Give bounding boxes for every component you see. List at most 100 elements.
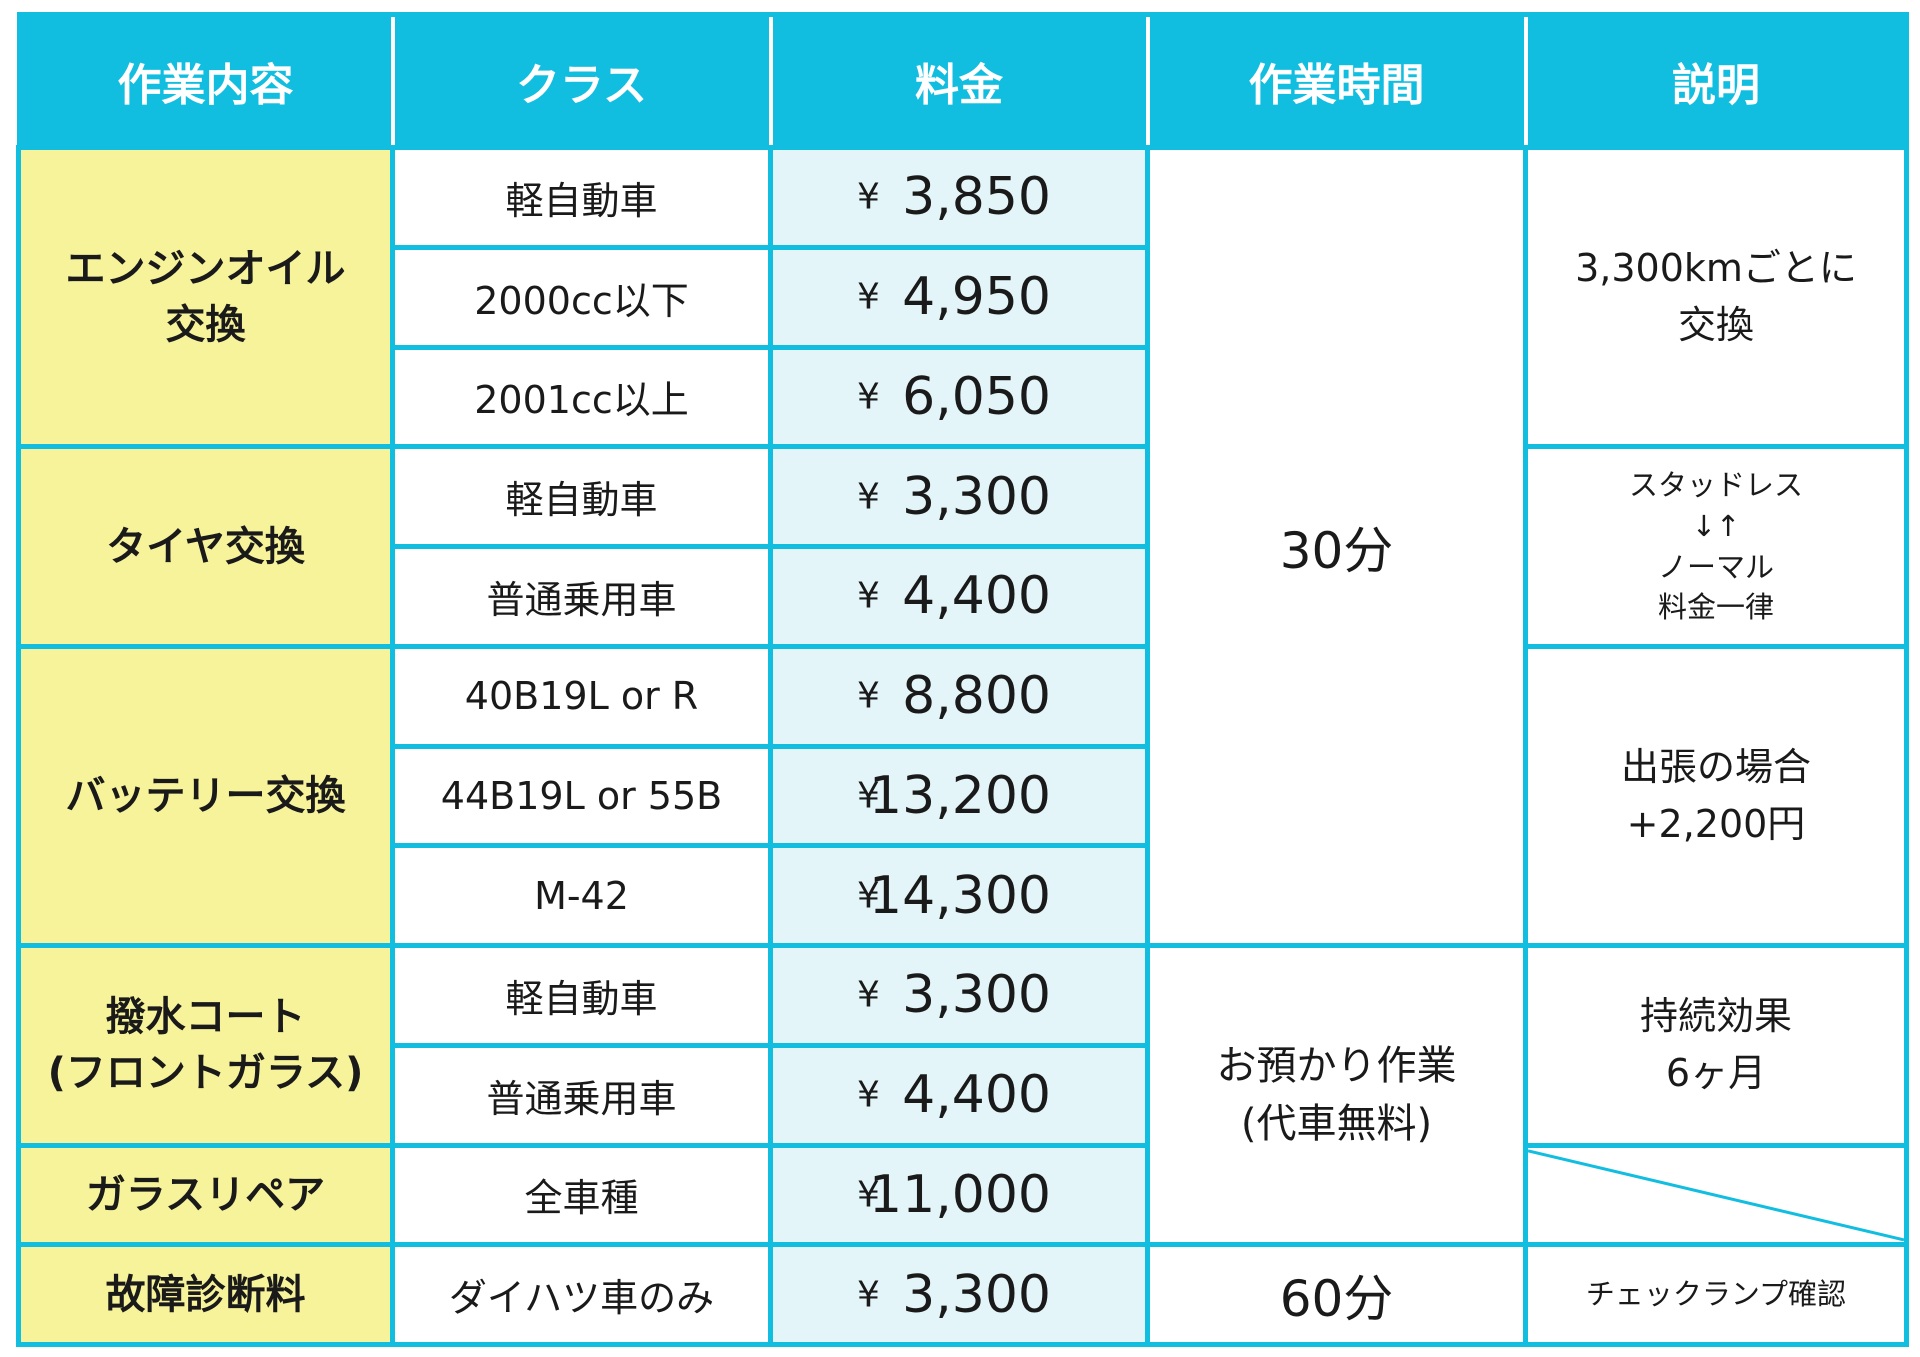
class-cell: 44B19L or 55B xyxy=(390,743,773,849)
work-engine-oil: エンジンオイル 交換 xyxy=(16,144,395,450)
yen-sign: ¥ xyxy=(857,575,880,617)
work-label-line: 撥水コート xyxy=(105,994,306,1041)
price-amount: 13,200 xyxy=(869,765,1051,826)
yen-sign: ¥ xyxy=(857,1074,880,1116)
work-label-line: 交換 xyxy=(165,302,246,349)
price-table: 作業内容 クラス 料金 作業時間 説明 エンジンオイル 交換 軽自動車 ¥ 3,… xyxy=(16,12,1909,1347)
yen-sign: ¥ xyxy=(857,1174,880,1216)
header-time: 作業時間 xyxy=(1145,12,1528,150)
work-label-line: (フロントガラス) xyxy=(47,1050,364,1097)
table-row: 普通乗用車 ¥ 4,400 xyxy=(19,1042,1907,1148)
time-60min: 60分 xyxy=(1145,1242,1528,1347)
header-price: 料金 xyxy=(768,12,1150,150)
desc-diagnosis: チェックランプ確認 xyxy=(1523,1242,1909,1347)
price-cell: ¥ 6,050 xyxy=(768,344,1150,450)
work-label-line: エンジンオイル xyxy=(65,246,346,293)
desc-tire: スタッドレス ↓↑ ノーマル 料金一律 xyxy=(1523,444,1909,649)
table-row: 撥水コート (フロントガラス) 軽自動車 ¥ 3,300 お預かり作業 (代車無… xyxy=(16,942,1909,1248)
desc-line: ↓↑ xyxy=(1691,508,1741,543)
class-cell: ダイハツ車のみ xyxy=(390,1242,773,1347)
class-cell: 2000cc以下 xyxy=(390,244,773,350)
price-cell: ¥ 3,300 xyxy=(768,444,1150,549)
price-cell: ¥ 4,950 xyxy=(768,244,1150,350)
yen-sign: ¥ xyxy=(857,974,880,1016)
table-row: 2001cc以上 ¥ 6,050 xyxy=(19,344,1907,450)
table-row: タイヤ交換 軽自動車 ¥ 3,300 スタッドレス ↓↑ ノーマル 料金一律 xyxy=(16,444,1909,649)
price-cell: ¥ 4,400 xyxy=(768,544,1150,649)
price-cell: ¥ 3,300 xyxy=(768,1242,1150,1347)
price-amount: 4,400 xyxy=(902,566,1051,627)
price-amount: 8,800 xyxy=(902,666,1051,727)
price-amount: 3,300 xyxy=(902,466,1051,527)
yen-sign: ¥ xyxy=(857,276,880,318)
yen-sign: ¥ xyxy=(857,875,880,917)
table-row: ガラスリペア 全車種 ¥ 11,000 xyxy=(16,1142,1909,1248)
price-amount: 4,400 xyxy=(902,1065,1051,1126)
yen-sign: ¥ xyxy=(857,775,880,817)
price-amount: 6,050 xyxy=(902,366,1051,427)
desc-line: 料金一律 xyxy=(1657,590,1774,625)
class-cell: 2001cc以上 xyxy=(390,344,773,450)
yen-sign: ¥ xyxy=(857,376,880,418)
work-battery: バッテリー交換 xyxy=(16,643,395,949)
desc-engine-oil: 3,300kmごとに 交換 xyxy=(1523,144,1909,450)
class-cell: 40B19L or R xyxy=(390,643,773,749)
yen-sign: ¥ xyxy=(857,476,880,518)
yen-sign: ¥ xyxy=(857,1274,880,1316)
table-row: 普通乗用車 ¥ 4,400 xyxy=(19,544,1907,649)
price-cell: ¥ 13,200 xyxy=(768,743,1150,849)
table-row: バッテリー交換 40B19L or R ¥ 8,800 出張の場合 +2,200… xyxy=(16,643,1909,949)
yen-sign: ¥ xyxy=(857,675,880,717)
price-amount: 11,000 xyxy=(869,1164,1051,1225)
class-cell: 普通乗用車 xyxy=(390,544,773,649)
table-row: M-42 ¥ 14,300 xyxy=(19,843,1907,948)
desc-battery: 出張の場合 +2,200円 xyxy=(1523,643,1909,949)
desc-line: ノーマル xyxy=(1657,549,1774,584)
price-amount: 3,300 xyxy=(902,965,1051,1026)
desc-line: +2,200円 xyxy=(1626,801,1806,846)
desc-line: 交換 xyxy=(1677,303,1754,348)
yen-sign: ¥ xyxy=(857,176,880,218)
time-dropoff: お預かり作業 (代車無料) xyxy=(1145,942,1528,1248)
table-row: エンジンオイル 交換 軽自動車 ¥ 3,850 30分 3,300kmごとに 交… xyxy=(16,144,1909,948)
price-amount: 14,300 xyxy=(869,865,1051,926)
desc-line: 出張の場合 xyxy=(1620,744,1811,789)
desc-line: 持続効果 xyxy=(1639,994,1792,1039)
header-work: 作業内容 xyxy=(16,12,395,150)
price-cell: ¥ 3,300 xyxy=(768,943,1150,1048)
price-cell: ¥ 8,800 xyxy=(768,643,1150,749)
diagonal-line xyxy=(1528,1148,1904,1243)
desc-water-coat: 持続効果 6ヶ月 xyxy=(1523,943,1909,1148)
header-class: クラス xyxy=(390,12,773,150)
work-water-coat: 撥水コート (フロントガラス) xyxy=(16,943,395,1148)
desc-line: 6ヶ月 xyxy=(1665,1051,1767,1096)
work-glass-repair: ガラスリペア xyxy=(16,1142,395,1248)
time-line: (代車無料) xyxy=(1240,1101,1433,1148)
header-description: 説明 xyxy=(1523,12,1909,150)
table-row: 故障診断料 ダイハツ車のみ ¥ 3,300 60分 チェックランプ確認 xyxy=(16,1242,1909,1347)
time-line: お預かり作業 xyxy=(1216,1043,1457,1090)
class-cell: 普通乗用車 xyxy=(390,1042,773,1148)
time-30min: 30分 xyxy=(1145,145,1528,948)
header-row: 作業内容 クラス 料金 作業時間 説明 xyxy=(16,12,1909,150)
table-row: 44B19L or 55B ¥ 13,200 xyxy=(19,743,1907,849)
price-cell: ¥ 14,300 xyxy=(768,843,1150,948)
price-cell: ¥ 11,000 xyxy=(768,1142,1150,1248)
desc-line: 3,300kmごとに xyxy=(1575,246,1857,291)
work-tire: タイヤ交換 xyxy=(16,444,395,649)
class-cell: 軽自動車 xyxy=(390,444,773,549)
class-cell: 全車種 xyxy=(390,1142,773,1248)
class-cell: 軽自動車 xyxy=(390,145,773,250)
desc-empty-diagonal xyxy=(1523,1142,1909,1248)
price-amount: 3,850 xyxy=(902,167,1051,228)
class-cell: 軽自動車 xyxy=(390,943,773,1048)
price-amount: 4,950 xyxy=(902,267,1051,328)
price-cell: ¥ 4,400 xyxy=(768,1042,1150,1148)
price-cell: ¥ 3,850 xyxy=(768,145,1150,250)
class-cell: M-42 xyxy=(390,843,773,948)
price-amount: 3,300 xyxy=(902,1264,1051,1325)
price-table-container: 作業内容 クラス 料金 作業時間 説明 エンジンオイル 交換 軽自動車 ¥ 3,… xyxy=(16,12,1909,1347)
table-row: 2000cc以下 ¥ 4,950 xyxy=(19,244,1907,350)
desc-line: スタッドレス xyxy=(1628,468,1803,503)
work-diagnosis: 故障診断料 xyxy=(16,1242,395,1347)
